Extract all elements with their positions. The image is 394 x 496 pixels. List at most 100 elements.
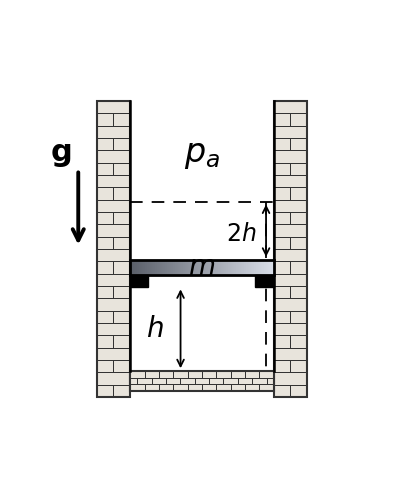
Bar — [274, 187, 290, 199]
Bar — [168, 259, 169, 275]
Bar — [274, 385, 290, 397]
Bar — [197, 259, 198, 275]
Bar — [274, 212, 290, 224]
Bar — [274, 237, 290, 249]
Bar — [210, 259, 211, 275]
Bar — [97, 163, 113, 175]
Bar — [274, 101, 307, 113]
Bar — [212, 259, 213, 275]
Bar — [270, 259, 271, 275]
Bar — [174, 259, 175, 275]
Bar — [148, 259, 149, 275]
Bar — [235, 259, 236, 275]
Bar — [138, 259, 139, 275]
Bar — [133, 259, 134, 275]
Bar — [182, 259, 184, 275]
Bar — [239, 259, 240, 275]
Bar — [130, 275, 149, 287]
Bar — [261, 259, 262, 275]
Bar — [251, 259, 252, 275]
Bar — [173, 384, 188, 391]
Bar — [216, 384, 230, 391]
Bar — [264, 259, 266, 275]
Bar — [142, 259, 143, 275]
Bar — [216, 371, 230, 378]
Bar — [97, 335, 113, 348]
Bar — [188, 384, 202, 391]
Bar — [188, 259, 189, 275]
Bar — [97, 249, 130, 261]
Bar — [173, 259, 174, 275]
Bar — [218, 259, 219, 275]
Bar — [274, 125, 307, 138]
Bar — [290, 286, 307, 298]
Bar — [113, 212, 130, 224]
Bar — [198, 259, 199, 275]
Bar — [204, 259, 205, 275]
Bar — [136, 259, 137, 275]
Bar — [246, 259, 247, 275]
Bar — [97, 385, 113, 397]
Bar — [216, 259, 217, 275]
Bar — [266, 259, 267, 275]
Bar — [97, 224, 130, 237]
Bar — [157, 259, 158, 275]
Bar — [97, 372, 130, 385]
Bar — [165, 259, 166, 275]
Bar — [97, 237, 113, 249]
Bar — [167, 259, 168, 275]
Bar — [222, 259, 223, 275]
Bar — [274, 261, 290, 274]
Bar — [180, 378, 195, 384]
Bar — [274, 372, 307, 385]
Bar — [274, 323, 307, 335]
Bar — [202, 384, 216, 391]
Bar — [156, 259, 157, 275]
Bar — [215, 259, 216, 275]
Bar — [245, 384, 259, 391]
Bar — [233, 259, 234, 275]
Bar — [150, 259, 151, 275]
Bar — [182, 259, 183, 275]
Bar — [113, 310, 130, 323]
Bar — [191, 259, 192, 275]
Bar — [97, 323, 130, 335]
Bar — [245, 259, 246, 275]
Bar — [271, 259, 272, 275]
Bar — [113, 187, 130, 199]
Bar — [158, 259, 159, 275]
Bar — [97, 286, 113, 298]
Bar — [274, 286, 290, 298]
Bar — [97, 348, 130, 360]
Bar — [97, 274, 130, 286]
Bar — [290, 335, 307, 348]
Bar — [207, 259, 208, 275]
Bar — [132, 259, 133, 275]
Bar — [264, 259, 265, 275]
Bar — [113, 138, 130, 150]
Bar — [236, 259, 237, 275]
Bar — [155, 259, 156, 275]
Bar — [175, 259, 176, 275]
Bar — [250, 259, 251, 275]
Text: $h$: $h$ — [146, 315, 164, 343]
Bar — [184, 259, 185, 275]
Bar — [187, 259, 188, 275]
Bar — [130, 384, 145, 391]
Text: $p_a$: $p_a$ — [184, 138, 220, 171]
Bar — [180, 259, 181, 275]
Bar — [167, 259, 169, 275]
Bar — [97, 199, 130, 212]
Bar — [97, 360, 113, 372]
Bar — [290, 187, 307, 199]
Bar — [232, 259, 233, 275]
Bar — [194, 259, 195, 275]
Bar — [135, 259, 136, 275]
Bar — [113, 237, 130, 249]
Bar — [256, 259, 257, 275]
Bar — [97, 298, 130, 310]
Bar — [266, 259, 268, 275]
Bar — [259, 259, 260, 275]
Bar — [211, 259, 212, 275]
Bar — [269, 259, 270, 275]
